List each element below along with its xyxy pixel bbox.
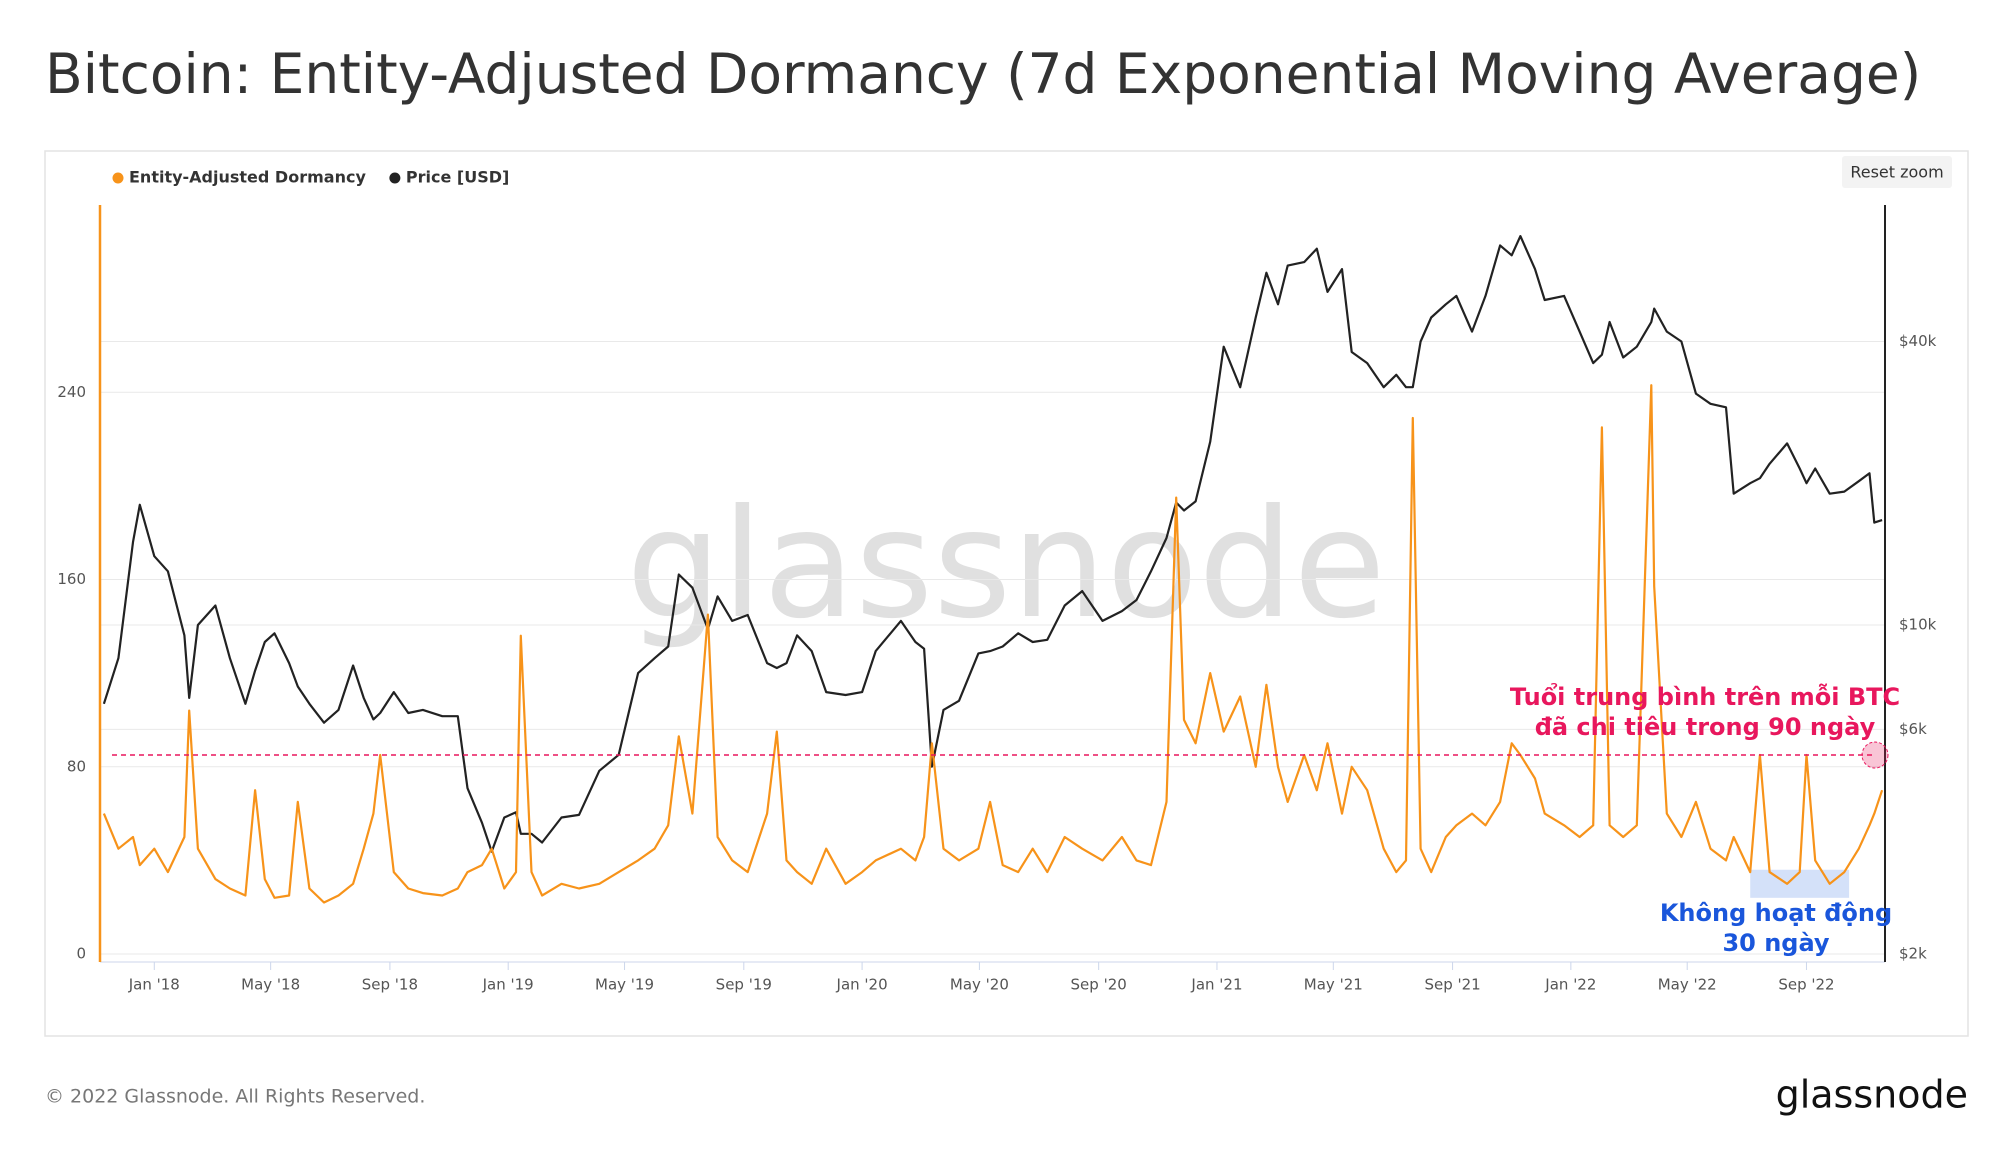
legend-swatch	[389, 172, 401, 184]
reset-zoom-button[interactable]	[1842, 156, 1952, 188]
y2-tick-label: $2k	[1899, 945, 1927, 963]
x-tick-label: Sep '18	[362, 976, 418, 994]
x-tick-label: Sep '22	[1778, 976, 1834, 994]
legend-label: Entity-Adjusted Dormancy	[129, 168, 366, 187]
y2-tick-label: $10k	[1899, 615, 1937, 633]
y-tick-label: 160	[57, 570, 86, 588]
y-tick-label: 80	[67, 757, 86, 775]
y2-tick-label: $40k	[1899, 332, 1937, 350]
x-tick-label: Jan '21	[1190, 976, 1242, 994]
y-tick-label: 0	[76, 945, 86, 963]
x-tick-label: Jan '18	[128, 976, 180, 994]
brand-logo: glassnode	[1776, 1073, 1968, 1117]
highlight-box	[1750, 869, 1850, 898]
legend-label: Price [USD]	[406, 168, 509, 187]
x-tick-label: Sep '21	[1424, 976, 1480, 994]
x-tick-label: Sep '20	[1071, 976, 1127, 994]
series-line	[102, 235, 1883, 853]
reference-marker	[1861, 741, 1889, 769]
x-tick-label: Jan '19	[482, 976, 534, 994]
x-tick-label: Sep '19	[716, 976, 772, 994]
watermark: glassnode	[626, 478, 1385, 652]
chart-frame	[44, 150, 1969, 1037]
chart-title: Bitcoin: Entity-Adjusted Dormancy (7d Ex…	[45, 42, 1921, 106]
x-tick-label: May '19	[595, 976, 654, 994]
series-line	[102, 384, 1884, 904]
x-tick-label: Jan '22	[1544, 976, 1596, 994]
x-tick-label: Jan '20	[836, 976, 888, 994]
y-tick-label: 240	[57, 383, 86, 401]
annotation: Không hoạt động	[1660, 899, 1892, 927]
annotation: Tuổi trung bình trên mỗi BTC	[1510, 681, 1900, 711]
footer: © 2022 Glassnode. All Rights Reserved.	[45, 1086, 425, 1108]
x-tick-label: May '18	[241, 976, 300, 994]
annotation: 30 ngày	[1722, 929, 1829, 957]
x-tick-label: May '22	[1658, 976, 1717, 994]
y2-tick-label: $6k	[1899, 720, 1927, 738]
legend-swatch	[112, 172, 124, 184]
annotation: đã chi tiêu trong 90 ngày	[1535, 713, 1876, 741]
x-tick-label: May '20	[950, 976, 1009, 994]
x-tick-label: May '21	[1304, 976, 1363, 994]
reset-zoom-label[interactable]: Reset zoom	[1850, 163, 1943, 182]
